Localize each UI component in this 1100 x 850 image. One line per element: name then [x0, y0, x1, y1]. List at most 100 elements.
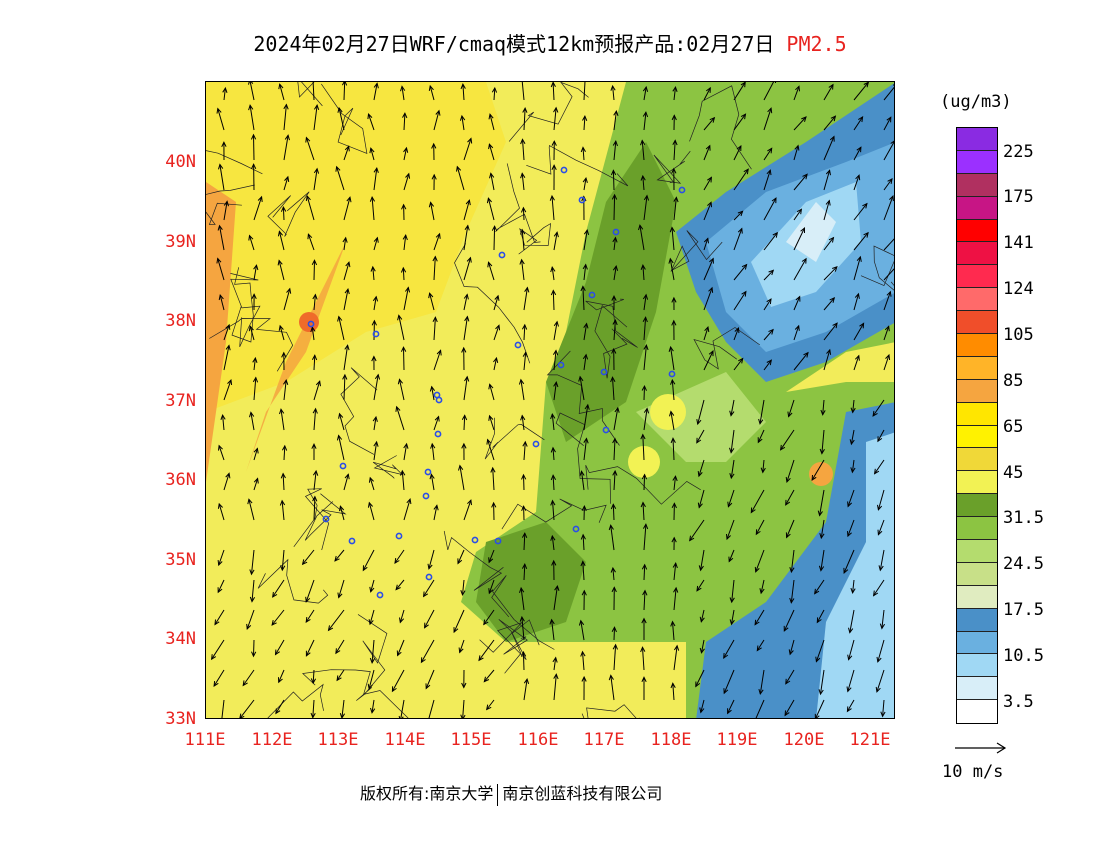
wind-arrow-icon — [793, 226, 805, 251]
wind-arrow-icon — [883, 195, 894, 221]
wind-arrow-icon — [391, 669, 405, 693]
city-marker-icon — [668, 370, 676, 378]
wind-arrow-icon — [459, 114, 466, 131]
wind-arrow-icon — [877, 519, 885, 536]
colorbar-cell — [957, 631, 997, 655]
wind-arrow-icon — [552, 349, 559, 371]
wind-arrow-icon — [670, 620, 676, 641]
wind-arrow-icon — [252, 356, 258, 371]
wind-arrow-icon — [550, 413, 556, 431]
wind-arrow-icon — [488, 383, 495, 401]
yellow-patch-shandong — [628, 446, 660, 478]
wind-arrow-icon — [250, 133, 257, 161]
yellow-patch-shandong-2 — [650, 394, 686, 430]
colorbar-cell — [957, 311, 997, 335]
wind-arrow-icon — [433, 504, 439, 521]
wind-arrow-icon — [726, 519, 735, 541]
light-green-shandong — [636, 372, 766, 462]
wind-arrow-icon — [729, 609, 735, 626]
wind-arrow-icon — [763, 107, 773, 131]
wind-arrow-icon — [818, 669, 825, 696]
wind-arrow-icon — [312, 407, 318, 431]
wind-arrow-icon — [672, 139, 678, 161]
wind-arrow-icon — [342, 236, 348, 251]
wind-arrow-icon — [373, 373, 381, 401]
wind-arrow-icon — [486, 699, 495, 711]
wind-arrow-icon — [522, 351, 528, 371]
wind-arrow-icon — [523, 286, 530, 311]
wind-arrow-icon — [337, 315, 345, 341]
colorbar-cell — [957, 242, 997, 266]
wind-arrow-icon — [491, 225, 498, 251]
wind-arrow-icon — [610, 503, 617, 521]
wind-arrow-icon — [461, 346, 467, 371]
wind-arrow-icon — [673, 196, 679, 221]
wind-arrow-icon — [699, 639, 705, 654]
wind-arrow-icon — [580, 285, 586, 311]
wind-arrow-icon — [668, 257, 675, 281]
wind-arrow-icon — [463, 224, 470, 251]
wind-arrow-icon — [519, 615, 525, 641]
wind-arrow-icon — [611, 626, 617, 641]
wind-arrow-icon — [820, 399, 826, 416]
wind-arrow-icon — [669, 226, 676, 251]
city-marker-icon — [424, 468, 432, 476]
wind-arrow-icon — [369, 147, 375, 161]
wind-arrow-icon — [553, 381, 559, 401]
wind-arrow-icon — [608, 524, 615, 551]
orange-band-west — [206, 182, 236, 482]
wind-arrow-icon — [670, 437, 676, 461]
colorbar-cell — [957, 425, 997, 449]
wind-arrow-icon — [641, 384, 647, 401]
city-marker-icon — [578, 196, 586, 204]
wind-arrow-icon — [551, 140, 557, 161]
boundary-line — [860, 245, 894, 291]
wind-arrow-icon — [883, 84, 894, 101]
wind-arrow-icon — [403, 172, 411, 191]
wind-arrow-icon — [373, 166, 379, 191]
lon-label-116e: 116E — [517, 730, 559, 750]
copyright-text: 版权所有:南京大学 — [360, 784, 494, 803]
wind-arrow-icon — [578, 375, 585, 401]
wind-arrow-icon — [671, 536, 677, 551]
lat-label-35n: 35N — [165, 550, 196, 570]
wind-arrow-icon — [846, 669, 855, 693]
wind-arrow-icon — [520, 650, 527, 671]
wind-arrow-icon — [400, 346, 407, 371]
wind-arrow-icon — [223, 200, 229, 221]
lat-label-38n: 38N — [165, 311, 196, 331]
wind-arrow-icon — [583, 82, 586, 101]
wind-arrow-icon — [758, 669, 765, 696]
lat-label-34n: 34N — [165, 629, 196, 649]
wind-arrow-icon — [368, 476, 375, 491]
wind-arrow-icon — [278, 669, 285, 684]
wind-arrow-icon — [311, 354, 318, 371]
boundary-line — [257, 558, 329, 604]
wind-arrow-icon — [343, 473, 350, 491]
city-marker-icon — [307, 320, 315, 328]
wind-arrow-icon — [699, 609, 705, 623]
wind-arrow-icon — [793, 116, 807, 131]
wind-arrow-icon — [579, 470, 585, 491]
wind-arrow-icon — [551, 559, 557, 581]
wind-arrow-icon — [550, 266, 556, 281]
wind-arrow-icon — [793, 257, 807, 281]
wind-arrow-icon — [553, 320, 559, 341]
wind-arrow-icon — [278, 324, 285, 341]
wind-arrow-icon — [251, 163, 257, 191]
wind-arrow-icon — [850, 579, 856, 594]
wind-arrow-icon — [336, 669, 345, 682]
wind-arrow-icon — [371, 319, 377, 341]
wind-arrow-icon — [367, 669, 375, 690]
boundary-line — [356, 614, 388, 701]
wind-arrow-icon — [723, 639, 735, 660]
wind-arrow-icon — [850, 459, 856, 474]
wind-arrow-icon — [612, 437, 618, 461]
wind-arrow-icon — [883, 177, 893, 191]
wind-arrow-icon — [239, 699, 255, 718]
wind-arrow-icon — [696, 579, 705, 592]
wind-arrow-icon — [277, 230, 285, 251]
wind-arrow-icon — [249, 549, 255, 576]
wind-arrow-icon — [612, 264, 619, 281]
colorbar-label-141: 141 — [1003, 233, 1034, 253]
